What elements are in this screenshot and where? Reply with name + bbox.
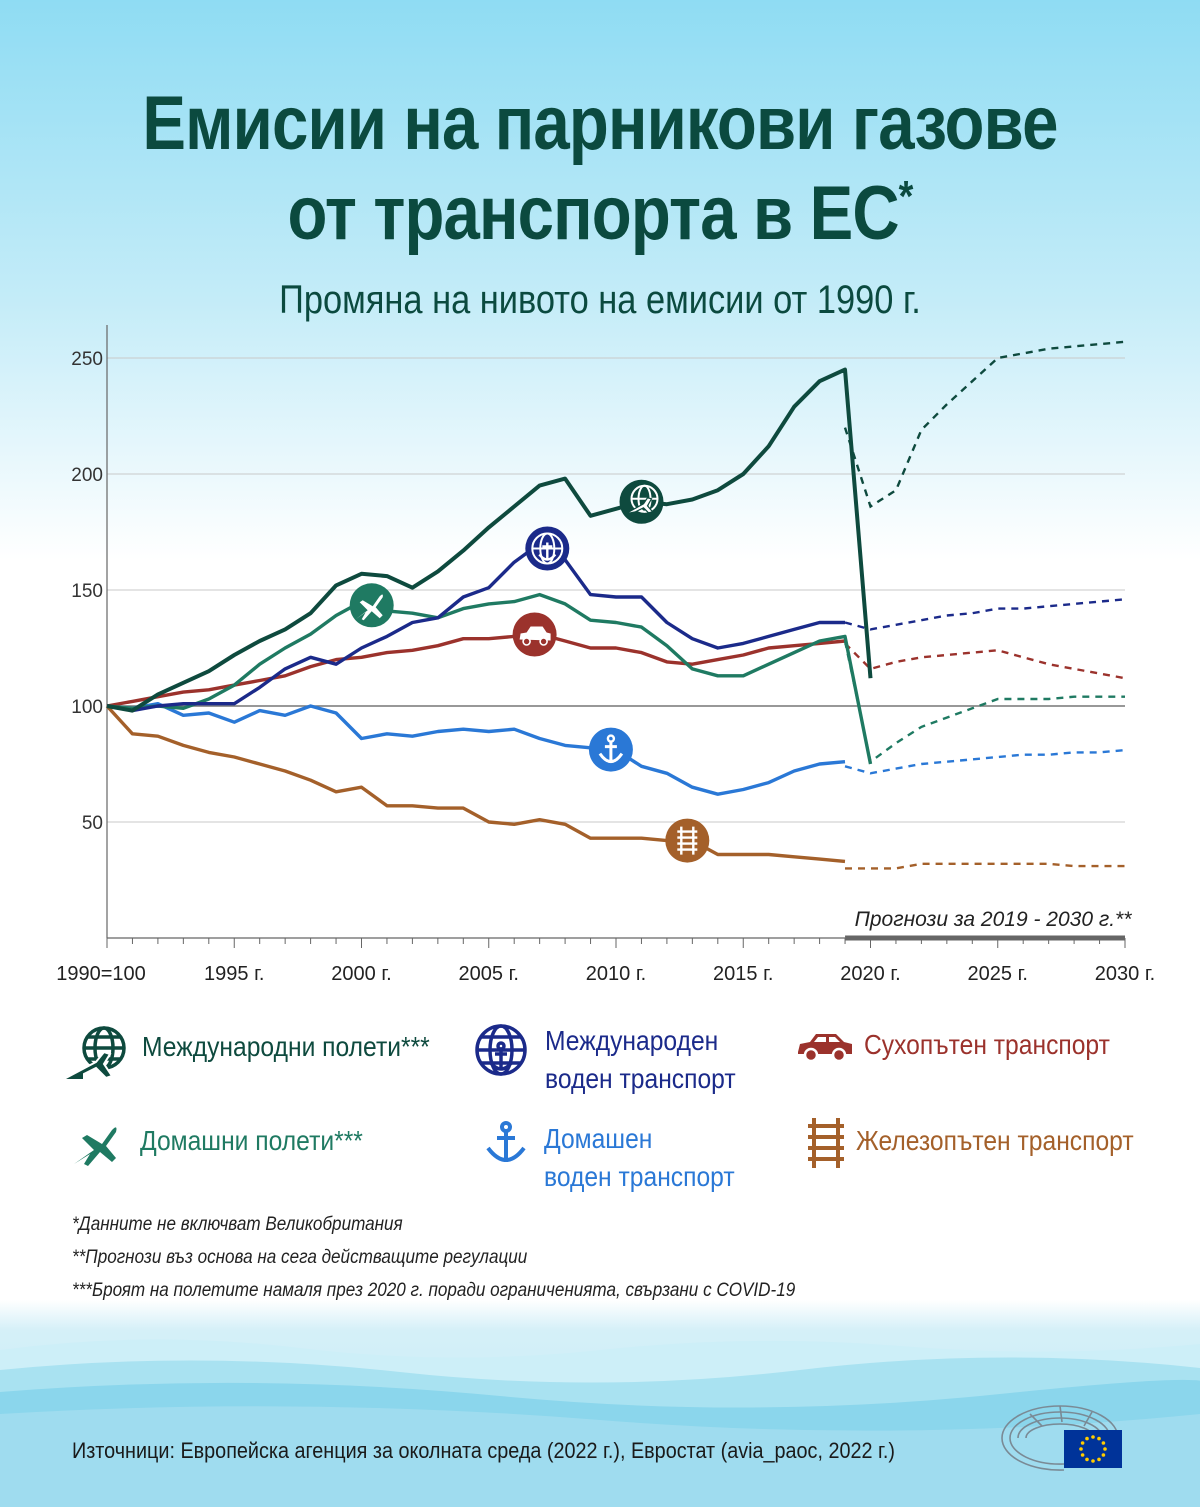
x-tick-label: 2020 г. [840,963,900,985]
legend-land-transport: Сухопътен транспорт [796,1029,1143,1064]
legend-domestic-flights: Домашни полети*** [72,1120,393,1168]
eu-star [1101,1453,1106,1457]
y-tick-label: 100 [71,697,103,718]
eu-star [1080,1453,1085,1457]
x-tick-label: 2010 г. [586,963,646,985]
chart-subtitle: Промяна на нивото на емисии от 1990 г. [279,278,921,322]
y-tick-label: 200 [71,465,103,486]
marker-circle [349,583,394,628]
marker-circle [665,818,710,863]
globe-anchor-icon [475,1024,527,1076]
legend-label: Сухопътен транспорт [864,1029,1110,1060]
marker-glyph [355,594,383,621]
series-projection-line [844,642,1126,680]
x-tick-label: 2005 г. [459,963,519,985]
car-icon [512,612,557,657]
globe-plane-icon [61,1026,126,1081]
car-icon [798,1034,852,1063]
marker-glyph [677,826,698,855]
eu-star [1097,1457,1101,1462]
series-projection-line [844,748,1126,775]
marker-glyph [519,626,551,641]
marker-glyph [625,497,654,515]
legend-label: Домашни полети*** [140,1125,363,1156]
eu-star [1091,1459,1095,1463]
legend-railway: Железопътен транспорт [806,1118,1171,1168]
x-tick-label: 2030 г. [1095,963,1155,985]
eu-star [1085,1457,1089,1462]
globe-anchor-icon [525,526,570,571]
x-tick-label: 2015 г. [713,963,773,985]
series-projection-line [843,640,1125,764]
decorative-waves [0,1339,1200,1507]
series-line [106,367,873,713]
legend-domestic-water: Домашен воден транспорт [484,1120,761,1196]
legend-label: Домашен [544,1123,653,1154]
railway-icon [808,1118,844,1168]
footnote: ***Броят на полетите намаля през 2020 г.… [72,1280,796,1301]
footnotes: *Данните не включват Великобритания **Пр… [72,1208,795,1307]
title-line-1: Емисии на парникови газове [142,81,1058,166]
series-line [106,592,873,765]
marker-glyph [539,637,548,646]
legend-international-water: Международен воден транспорт [473,1022,762,1098]
legend-label-group: Домашен воден транспорт [544,1120,761,1196]
marker-glyph [606,734,616,743]
series-projection-line [844,598,1126,631]
legend-label: Международен [545,1025,719,1056]
marker-glyph [598,741,624,764]
y-tick-label: 250 [71,349,103,370]
title-footnote-mark: * [898,172,914,221]
anchor-icon [486,1121,526,1162]
eu-flag-stars [1079,1435,1107,1463]
eu-star [1101,1441,1106,1445]
european-parliament-logo [1001,1405,1122,1471]
eu-star [1079,1447,1083,1451]
series-line [105,704,846,864]
series-projection-line [843,340,1126,509]
legend-label: Железопътен транспорт [856,1125,1134,1156]
anchor-icon [588,727,633,772]
projection-label: Прогнози за 2019 - 2030 г.** [855,908,1133,931]
footnote: *Данните не включват Великобритания [72,1214,403,1235]
title-line-2: от транспорта в ЕС* [84,170,1116,257]
eu-star [1103,1447,1107,1451]
legend-label: воден транспорт [544,1161,735,1192]
series-line [106,702,846,796]
legend-international-flights: Международни полети*** [60,1024,469,1084]
x-tick-label: 1995 г. [204,963,264,985]
eu-star [1085,1436,1089,1441]
legend-label: Международни полети*** [142,1031,430,1062]
series-line [106,541,845,713]
title-line-2-text: от транспорта в ЕС [287,171,899,256]
y-tick-label: 150 [71,581,103,602]
emissions-line-chart: 50 100 150 200 250 1990=100 1995 г. 2000 г. 2005… [56,325,1155,985]
eu-star [1080,1441,1085,1445]
eu-star [1091,1435,1095,1439]
x-tick-label: 2025 г. [968,963,1028,985]
plane-icon [74,1127,117,1166]
marker-glyph [538,542,557,561]
series-projection-line [845,862,1125,870]
globe-plane-icon [619,479,664,524]
x-tick-label: 1990=100 [56,963,146,985]
marker-glyph [522,637,531,646]
y-tick-label: 50 [82,813,103,834]
footnote: **Прогнози въз основа на сега действащит… [72,1247,528,1268]
eu-star [1097,1436,1101,1441]
x-tick-label: 2000 г. [331,963,391,985]
legend-label: воден транспорт [545,1063,736,1094]
plane-icon [349,583,394,628]
source-note: Източници: Европейска агенция за околнат… [72,1438,895,1463]
legend-label-group: Международен воден транспорт [545,1022,762,1098]
railway-icon [665,818,710,863]
